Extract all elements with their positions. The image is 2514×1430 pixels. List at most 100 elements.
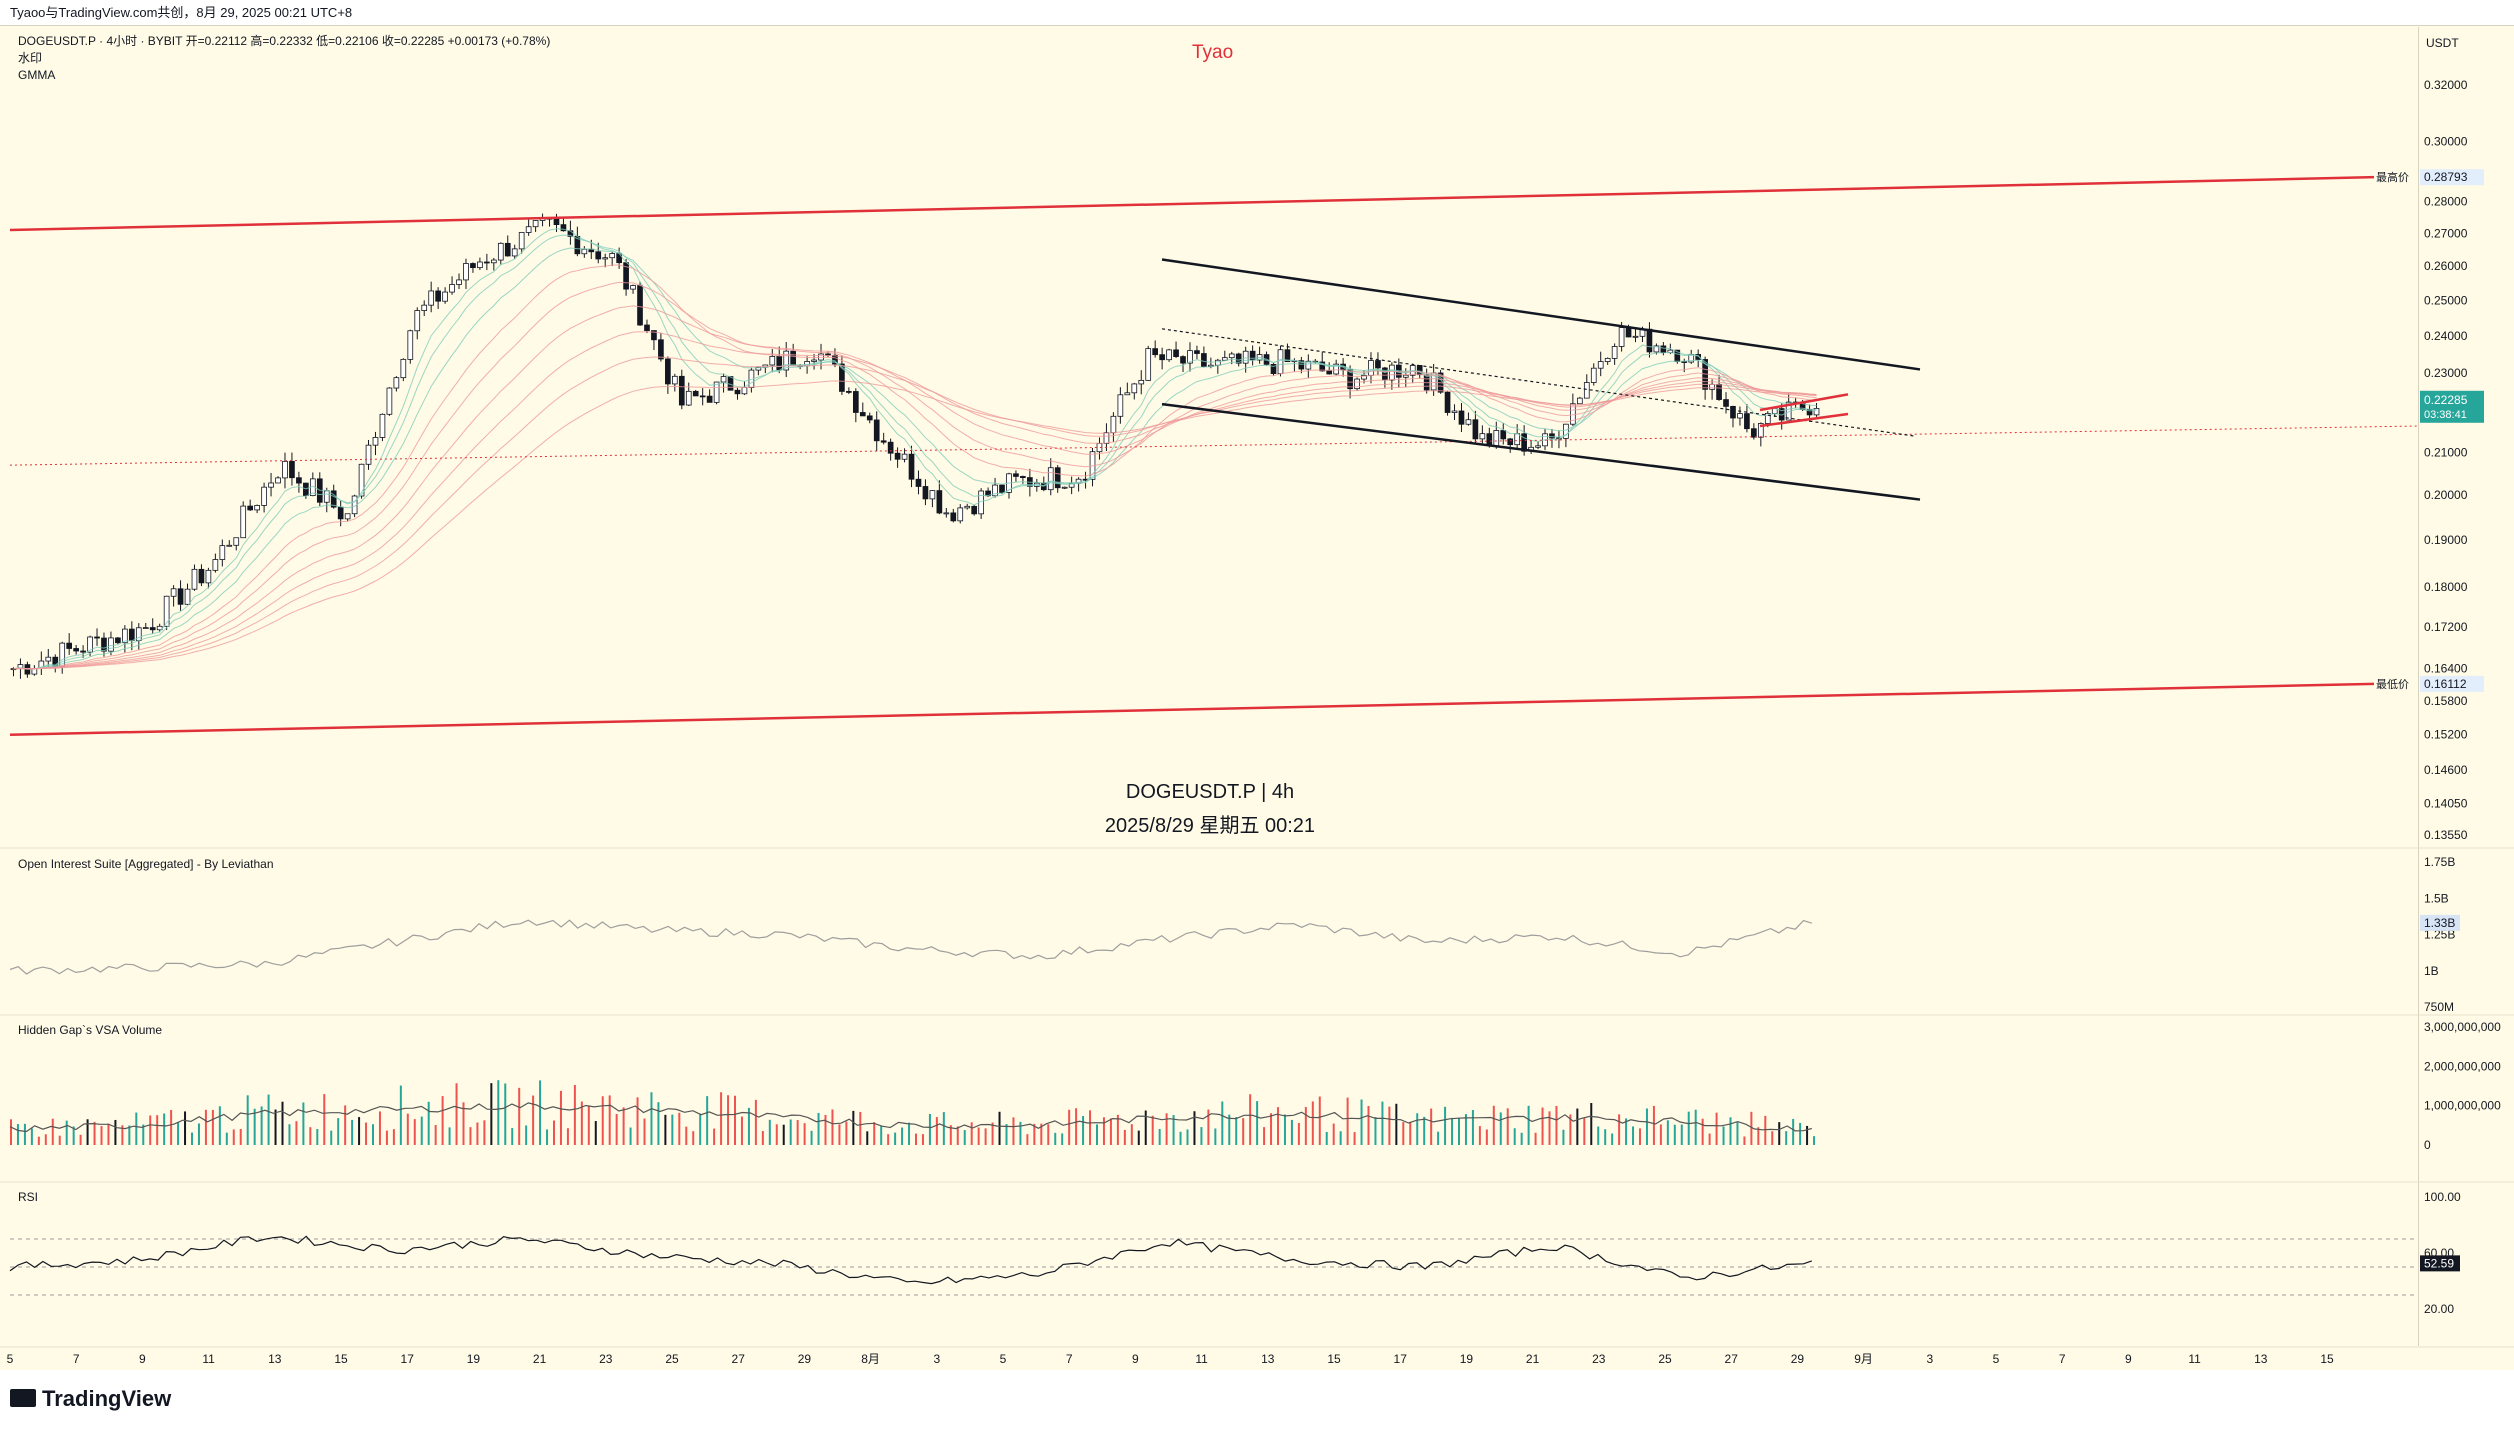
- price-tick-label: 0.14600: [2424, 763, 2468, 777]
- volume-bar: [1082, 1116, 1085, 1145]
- price-tick-label: 0.15200: [2424, 728, 2468, 742]
- candle-up: [1138, 379, 1145, 385]
- candle-up: [1333, 363, 1340, 375]
- candle-down: [1013, 473, 1019, 477]
- volume-bar: [455, 1083, 458, 1145]
- volume-bar: [1639, 1128, 1641, 1145]
- candle-down: [665, 358, 671, 385]
- candle-up: [142, 627, 149, 629]
- candle-up: [1124, 392, 1131, 396]
- volume-bar: [1109, 1118, 1112, 1145]
- volume-bar: [1527, 1105, 1530, 1145]
- candle-down: [699, 395, 706, 398]
- price-tick-label: 0.24000: [2424, 329, 2468, 343]
- symbol-ohlc[interactable]: DOGEUSDT.P · 4小时 · BYBIT 开=0.22112 高=0.2…: [18, 34, 551, 48]
- volume-bar: [406, 1113, 409, 1145]
- candle-up: [261, 486, 267, 506]
- volume-bar: [1123, 1129, 1126, 1145]
- volume-bar: [1659, 1124, 1662, 1145]
- low-price-tag-box: [2420, 675, 2484, 692]
- rsi-tick-label: 20.00: [2424, 1302, 2454, 1316]
- oi-pane-title[interactable]: Open Interest Suite [Aggregated] - By Le…: [18, 857, 274, 871]
- gmma-short-ribbon: [13, 234, 1817, 670]
- volume-bar: [1304, 1107, 1307, 1145]
- candle-down: [115, 637, 121, 644]
- vsa-pane-title[interactable]: Hidden Gap`s VSA Volume: [18, 1023, 163, 1037]
- volume-bar: [518, 1087, 521, 1145]
- candle-up: [671, 375, 678, 385]
- candle-up: [463, 263, 469, 281]
- volume-bar: [580, 1101, 583, 1145]
- volume-bar: [1290, 1119, 1293, 1145]
- volume-bar: [121, 1125, 124, 1145]
- lower-channel-line: [9, 682, 2375, 736]
- volume-bar: [490, 1083, 493, 1145]
- time-tick-label: 11: [1195, 1352, 1208, 1366]
- candle-up: [428, 290, 435, 306]
- candle-down: [706, 395, 713, 403]
- volume-bar: [970, 1122, 973, 1145]
- volume-bar: [1270, 1113, 1273, 1145]
- volume-bar: [1680, 1124, 1683, 1145]
- volume-bar: [434, 1125, 437, 1145]
- candle-up: [45, 656, 52, 662]
- volume-bar: [462, 1102, 465, 1145]
- candle-down: [1500, 430, 1507, 440]
- volume-bar: [845, 1121, 848, 1145]
- time-tick-label: 25: [1658, 1352, 1672, 1366]
- volume-bar: [204, 1109, 207, 1145]
- candle-up: [685, 390, 692, 406]
- time-tick-label: 29: [798, 1352, 812, 1366]
- candle-down: [887, 441, 894, 454]
- volume-bar: [246, 1095, 249, 1145]
- candle-down: [1319, 361, 1326, 372]
- volume-bar: [1416, 1113, 1419, 1145]
- chart-canvas[interactable]: 0.32000 0.30000 0.28000 0.27000 0.26000 0.250…: [0, 27, 2514, 1373]
- volume-bar: [782, 1124, 785, 1145]
- candle-up: [1131, 383, 1138, 394]
- volume-bar: [448, 1127, 451, 1145]
- volume-bar: [156, 1115, 159, 1145]
- volume-bar: [1799, 1122, 1802, 1145]
- volume-bar: [915, 1133, 917, 1145]
- candle-down: [894, 452, 901, 460]
- candle-down: [734, 389, 741, 395]
- candle-down: [177, 588, 184, 605]
- volume-bar: [1687, 1111, 1690, 1145]
- tradingview-logo[interactable]: TradingView: [10, 1386, 171, 1412]
- candle-up: [1535, 445, 1541, 448]
- volume-bar: [1485, 1129, 1488, 1145]
- candle-up: [1570, 403, 1576, 425]
- candle-up: [254, 505, 260, 511]
- candle-down: [128, 628, 135, 641]
- candle-down: [776, 356, 783, 371]
- time-tick-label: 15: [1327, 1352, 1341, 1366]
- candle-down: [922, 486, 929, 500]
- time-tick-label: 27: [732, 1352, 746, 1366]
- candle-down: [971, 505, 978, 515]
- candle-down: [1695, 354, 1702, 360]
- time-tick-label: 19: [1460, 1352, 1474, 1366]
- time-tick-label: 5: [1993, 1352, 2000, 1366]
- time-tick-label: 11: [2188, 1352, 2201, 1366]
- volume-bar: [1618, 1114, 1621, 1145]
- candle-down: [1744, 413, 1750, 430]
- candle-down: [1054, 467, 1061, 489]
- volume-bar: [956, 1126, 959, 1145]
- rsi-pane-title[interactable]: RSI: [18, 1190, 39, 1204]
- volume-bar: [1075, 1108, 1078, 1145]
- volume-bar: [539, 1080, 542, 1145]
- volume-bar: [1778, 1122, 1781, 1145]
- volume-bar: [1026, 1134, 1029, 1145]
- gmma-long-ribbon: [13, 305, 1817, 670]
- volume-bar: [713, 1128, 716, 1145]
- indicator-watermark[interactable]: 水印: [18, 51, 43, 65]
- candle-up: [1514, 433, 1521, 446]
- candle-up: [212, 559, 219, 571]
- candle-up: [1604, 357, 1611, 362]
- volume-bar: [678, 1112, 681, 1145]
- volume-bar: [768, 1119, 771, 1145]
- indicator-gmma[interactable]: GMMA: [18, 68, 56, 82]
- volume-bar: [831, 1109, 834, 1145]
- candle-down: [1723, 399, 1729, 407]
